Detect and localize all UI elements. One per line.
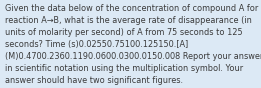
Text: in scientific notation using the multiplication symbol. Your: in scientific notation using the multipl…: [5, 64, 243, 73]
Text: seconds? Time (s)0.02550.75100.125150.[A]: seconds? Time (s)0.02550.75100.125150.[A…: [5, 40, 188, 49]
Text: answer should have two significant figures.: answer should have two significant figur…: [5, 76, 183, 85]
Text: (M)0.4700.2360.1190.0600.0300.0150.008 Report your answer: (M)0.4700.2360.1190.0600.0300.0150.008 R…: [5, 52, 261, 61]
Text: units of molarity per second) of A from 75 seconds to 125: units of molarity per second) of A from …: [5, 28, 242, 37]
Text: Given the data below of the concentration of compound A for the: Given the data below of the concentratio…: [5, 4, 261, 13]
Text: reaction A→B, what is the average rate of disappearance (in: reaction A→B, what is the average rate o…: [5, 16, 252, 25]
